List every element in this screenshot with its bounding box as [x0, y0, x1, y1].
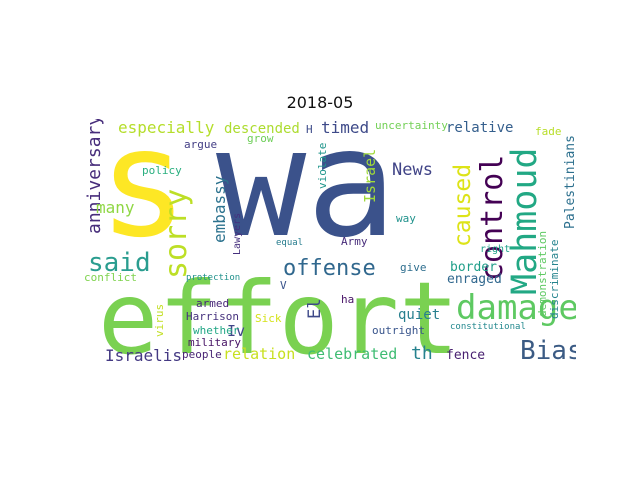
- cloud-word: sorry: [159, 189, 194, 279]
- cloud-word: uncertainty: [375, 119, 448, 132]
- cloud-word: offense: [283, 256, 376, 281]
- cloud-word: s: [98, 119, 188, 271]
- cloud-word: fence: [446, 348, 485, 363]
- cloud-word: Sick: [255, 312, 282, 325]
- cloud-word: wa: [216, 119, 397, 271]
- cloud-word: Israelis: [105, 346, 182, 365]
- cloud-word: Iv: [227, 322, 245, 340]
- cloud-word: Harrison: [186, 310, 239, 323]
- cloud-word: violate: [316, 143, 329, 189]
- cloud-word: Mahmoud: [505, 147, 545, 295]
- cloud-word: descended: [224, 121, 300, 137]
- cloud-word: Lawyers: [232, 213, 243, 255]
- cloud-word: right: [480, 244, 510, 255]
- cloud-word: armed: [196, 297, 229, 310]
- cloud-word: Israel: [361, 149, 379, 203]
- cloud-word: th: [411, 343, 433, 364]
- cloud-word: anniversary: [84, 119, 105, 234]
- cloud-word: whether: [193, 324, 240, 337]
- cloud-word: constitutional: [450, 322, 526, 332]
- word-cloud: wa s effort Mahmoud control damage sorry said of…: [80, 119, 576, 367]
- cloud-word: people: [182, 348, 222, 361]
- cloud-word: damage: [456, 288, 576, 328]
- cloud-word: discriminate: [548, 240, 561, 319]
- cloud-word: equal: [276, 238, 303, 248]
- cloud-word: policy: [142, 164, 182, 177]
- cloud-word: argue: [184, 138, 217, 151]
- cloud-word: give: [400, 261, 427, 274]
- cloud-title: 2018-05: [286, 93, 354, 112]
- cloud-word: many: [96, 198, 135, 217]
- cloud-word: fade: [535, 125, 562, 138]
- cloud-word: outright: [372, 324, 425, 337]
- cloud-word: embassy: [210, 175, 229, 243]
- cloud-word: said: [88, 248, 151, 278]
- cloud-word: relative: [446, 120, 513, 136]
- cloud-word: way: [396, 212, 416, 225]
- cloud-word: relation: [223, 345, 295, 363]
- cloud-word: grow: [247, 132, 274, 145]
- cloud-word: protection: [186, 273, 240, 283]
- cloud-word: control: [475, 155, 510, 281]
- cloud-word: News: [392, 160, 433, 180]
- cloud-word: El: [305, 299, 325, 319]
- cloud-word: celebrated: [307, 345, 397, 363]
- cloud-word: quiet: [398, 307, 440, 323]
- cloud-word: Army: [341, 235, 368, 248]
- cloud-word: ha: [341, 293, 354, 306]
- cloud-word: H: [306, 123, 313, 136]
- cloud-word: conflict: [84, 271, 137, 284]
- cloud-word: especially: [118, 119, 215, 137]
- cloud-word: border: [450, 260, 497, 275]
- cloud-word: timed: [321, 119, 369, 137]
- cloud-word: virus: [153, 304, 166, 337]
- cloud-word: Palestinians: [563, 135, 576, 229]
- cloud-word: military: [188, 336, 241, 349]
- cloud-word: enraged: [447, 272, 502, 287]
- cloud-word: V: [280, 279, 287, 292]
- cloud-word: demonstration: [536, 231, 549, 317]
- cloud-word: caused: [450, 164, 476, 247]
- cloud-word: Bias: [520, 336, 576, 366]
- cloud-word: effort: [98, 260, 459, 367]
